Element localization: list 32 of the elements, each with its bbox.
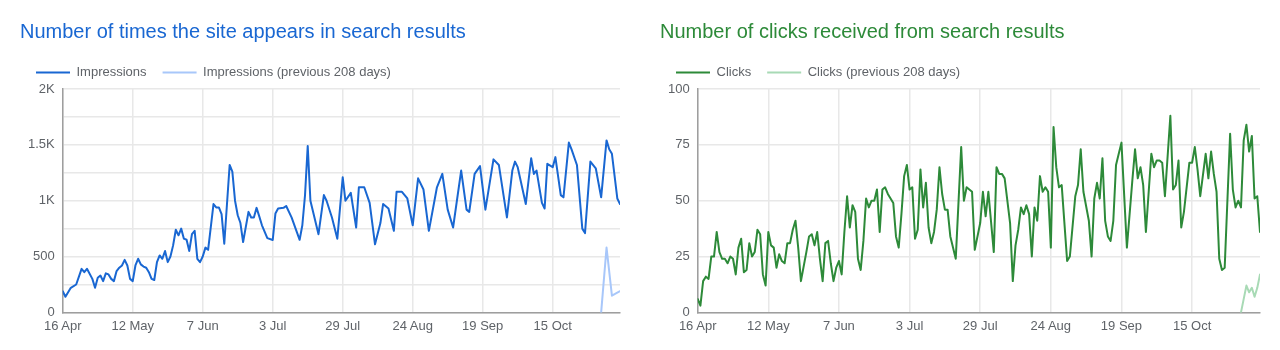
y-tick-label: 0	[47, 303, 55, 319]
legend-label: Impressions	[76, 64, 148, 80]
x-tick-label: 12 May	[747, 317, 791, 333]
x-tick-label: 7 Jun	[186, 317, 219, 333]
x-tick-label: 15 Oct	[1172, 317, 1212, 333]
x-tick-label: 3 Jul	[258, 317, 287, 333]
x-tick-label: 16 Apr	[678, 317, 718, 333]
legend-label: Clicks (previous 208 days)	[807, 64, 961, 80]
legend-label: Clicks	[716, 64, 752, 80]
y-tick-label: 500	[33, 248, 55, 264]
chart-title: Number of clicks received from search results	[660, 19, 1065, 42]
y-tick-label: 100	[667, 80, 690, 96]
x-tick-label: 19 Sep	[1100, 317, 1143, 333]
y-tick-label: 1.5K	[27, 136, 56, 152]
y-tick-label: 1K	[38, 192, 56, 208]
x-tick-label: 3 Jul	[895, 317, 924, 333]
y-tick-label: 0	[682, 303, 690, 319]
x-tick-label: 12 May	[111, 317, 155, 333]
legend-label: Impressions (previous 208 days)	[203, 64, 391, 80]
chart-title: Number of times the site appears in search results	[20, 19, 466, 42]
x-tick-label: 24 Aug	[392, 317, 433, 333]
x-tick-label: 15 Oct	[533, 317, 573, 333]
x-tick-label: 19 Sep	[462, 317, 504, 333]
x-tick-label: 16 Apr	[43, 317, 83, 333]
y-tick-label: 2K	[38, 80, 56, 96]
x-tick-label: 29 Jul	[962, 317, 998, 333]
y-tick-label: 50	[675, 192, 690, 208]
y-tick-label: 25	[675, 248, 690, 264]
y-tick-label: 75	[675, 136, 690, 152]
x-tick-label: 24 Aug	[1030, 317, 1072, 333]
x-tick-label: 7 Jun	[823, 317, 855, 333]
x-tick-label: 29 Jul	[325, 317, 361, 333]
